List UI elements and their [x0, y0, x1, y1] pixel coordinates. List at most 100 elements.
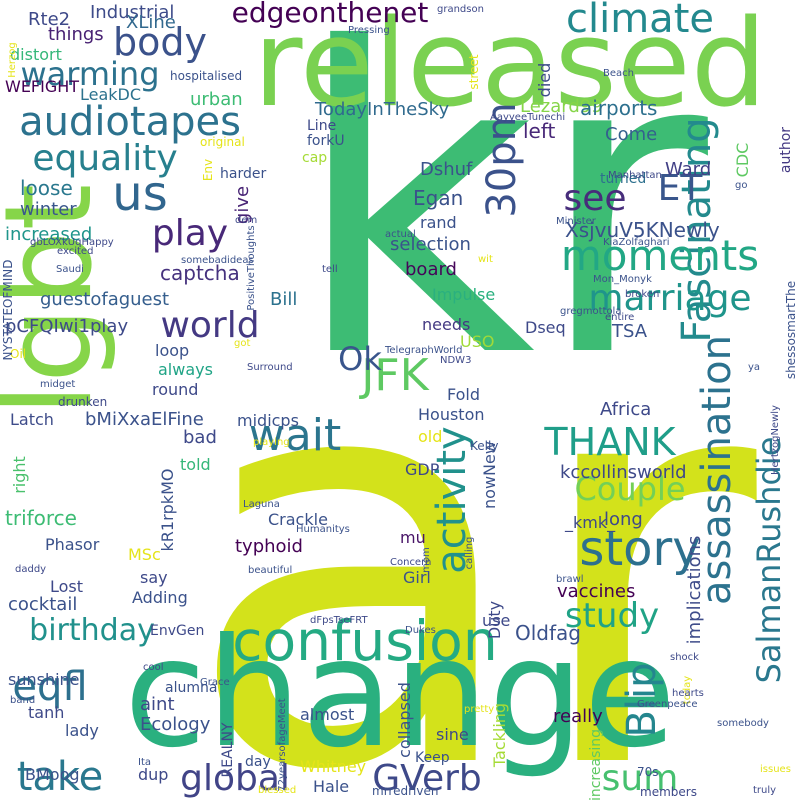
word-actual: actual — [385, 229, 416, 240]
word-phasor: Phasor — [45, 535, 100, 554]
word-give: give — [232, 186, 253, 224]
word-audiotapes: audiotapes — [19, 99, 241, 145]
word-bad: bad — [183, 427, 217, 448]
word-ndw3: NDW3 — [440, 355, 471, 366]
word-ward: Ward — [665, 159, 711, 180]
word-lezard99: Lezard99 — [520, 96, 603, 117]
word-crackle: Crackle — [268, 510, 328, 529]
word-implications: implications — [684, 536, 705, 645]
word-somebadideas: somebadideas — [181, 255, 254, 266]
word-go: go — [735, 180, 747, 191]
word-almost: almost — [300, 705, 354, 724]
word-concern: Concern — [390, 557, 431, 568]
word-lgbt: lgbt — [0, 184, 119, 417]
word-dshuf: Dshuf — [420, 159, 473, 180]
word-long: long — [604, 509, 643, 530]
word-moments: moments — [561, 231, 759, 280]
word-tackling: Tackling — [490, 703, 509, 768]
word-needs: needs — [422, 315, 470, 334]
word-selection: selection — [390, 234, 471, 255]
word-body: body — [113, 20, 207, 64]
word-et: ET — [658, 168, 704, 209]
word-keep: Keep — [415, 750, 450, 766]
word-dem: dem — [235, 215, 257, 226]
word-midicps: midicps — [237, 411, 299, 430]
word-excited: excited — [57, 246, 93, 257]
word-marriage: marriage — [588, 278, 751, 319]
word-line: Line — [307, 118, 336, 134]
word-always: always — [158, 360, 213, 379]
word-ecology: Ecology — [140, 714, 211, 735]
word-jfk: JFK — [358, 350, 429, 401]
word-eqfl: eqfl — [12, 664, 87, 710]
word-surround: Surround — [247, 362, 293, 373]
word-humanitys: Humanitys — [296, 524, 350, 535]
word-pressing: Pressing — [348, 25, 390, 36]
word-duty: Duty — [485, 601, 504, 639]
word-change: change — [124, 607, 676, 781]
word-increased: increased — [5, 224, 92, 245]
word-wefight: WEFIGHT — [5, 77, 79, 96]
word-tsa: TSA — [611, 321, 648, 342]
word-grandson: grandson — [437, 4, 484, 15]
word-cdc: CDC — [733, 143, 752, 178]
word-guestofaguest: guestofaguest — [40, 289, 169, 310]
word-rte2: Rte2 — [28, 9, 70, 30]
word-pretty: pretty — [464, 704, 494, 715]
word-grace: Grace — [200, 677, 230, 688]
word-ar: ar — [183, 241, 762, 800]
word-calling: calling — [464, 537, 475, 570]
word-leakdc: LeakDC — [80, 85, 141, 104]
word-70s: 70s — [637, 765, 659, 779]
word-tell: tell — [322, 264, 338, 275]
word-collapsed: collapsed — [395, 682, 414, 758]
word-edgeonthenet: edgeonthenet — [232, 0, 429, 29]
word-entire: entire — [605, 312, 634, 323]
word-cool: cool — [143, 662, 164, 673]
word-loop: loop — [155, 341, 189, 360]
word-xline: XLine — [126, 12, 176, 33]
word-mrredriven: mrredriven — [372, 784, 438, 798]
word-daddy: daddy — [15, 564, 46, 575]
word-30pm: 30pm — [479, 102, 525, 217]
word-drunken: drunken — [58, 395, 107, 409]
word-climate: climate — [566, 0, 714, 42]
word-died: died — [535, 63, 554, 98]
word-say: say — [140, 568, 168, 587]
word-xsjvuv5knewly: XsjvuV5KNewly — [565, 218, 720, 242]
word-gverb: GVerb — [372, 758, 482, 799]
word-released: released — [253, 0, 767, 134]
word-todayinthesky: TodayInTheSky — [314, 99, 449, 120]
word-told: told — [180, 455, 211, 474]
word-brawl: brawl — [556, 574, 584, 585]
word-kelly: Kelly — [470, 439, 498, 453]
word-somebody: somebody — [717, 718, 769, 729]
word-girl: Girl — [403, 568, 431, 587]
word-story: story — [579, 521, 700, 577]
word-left: left — [523, 119, 556, 143]
word-captcha: captcha — [160, 261, 240, 285]
word-urban: urban — [190, 89, 243, 110]
word-see: see — [563, 178, 626, 219]
word-couple: Couple — [574, 470, 685, 508]
word-msc: MSc — [128, 545, 161, 564]
word-birthday: birthday — [29, 613, 155, 648]
word-broken: broken — [625, 289, 659, 300]
word-aint: aint — [140, 694, 175, 715]
word-positivethoughts: PositiveThoughts — [246, 225, 257, 310]
word-triforce: triforce — [5, 506, 77, 530]
word-got: got — [234, 338, 250, 349]
word-warming: warming — [20, 55, 159, 93]
word-greenpeace: Greenpeace — [637, 699, 698, 710]
word-lost: Lost — [50, 577, 83, 596]
word-sine: sine — [436, 725, 469, 744]
word-herzog: Herzog — [7, 42, 18, 78]
word-oil: Oil — [10, 347, 26, 361]
word-typhoid: typhoid — [235, 536, 303, 557]
word-use: use — [482, 611, 510, 630]
word-shock: shock — [670, 652, 699, 663]
word-author: author — [778, 127, 794, 173]
word-minister: Minister — [556, 216, 597, 227]
word-telegraphworld: TelegraphWorld — [384, 345, 462, 356]
